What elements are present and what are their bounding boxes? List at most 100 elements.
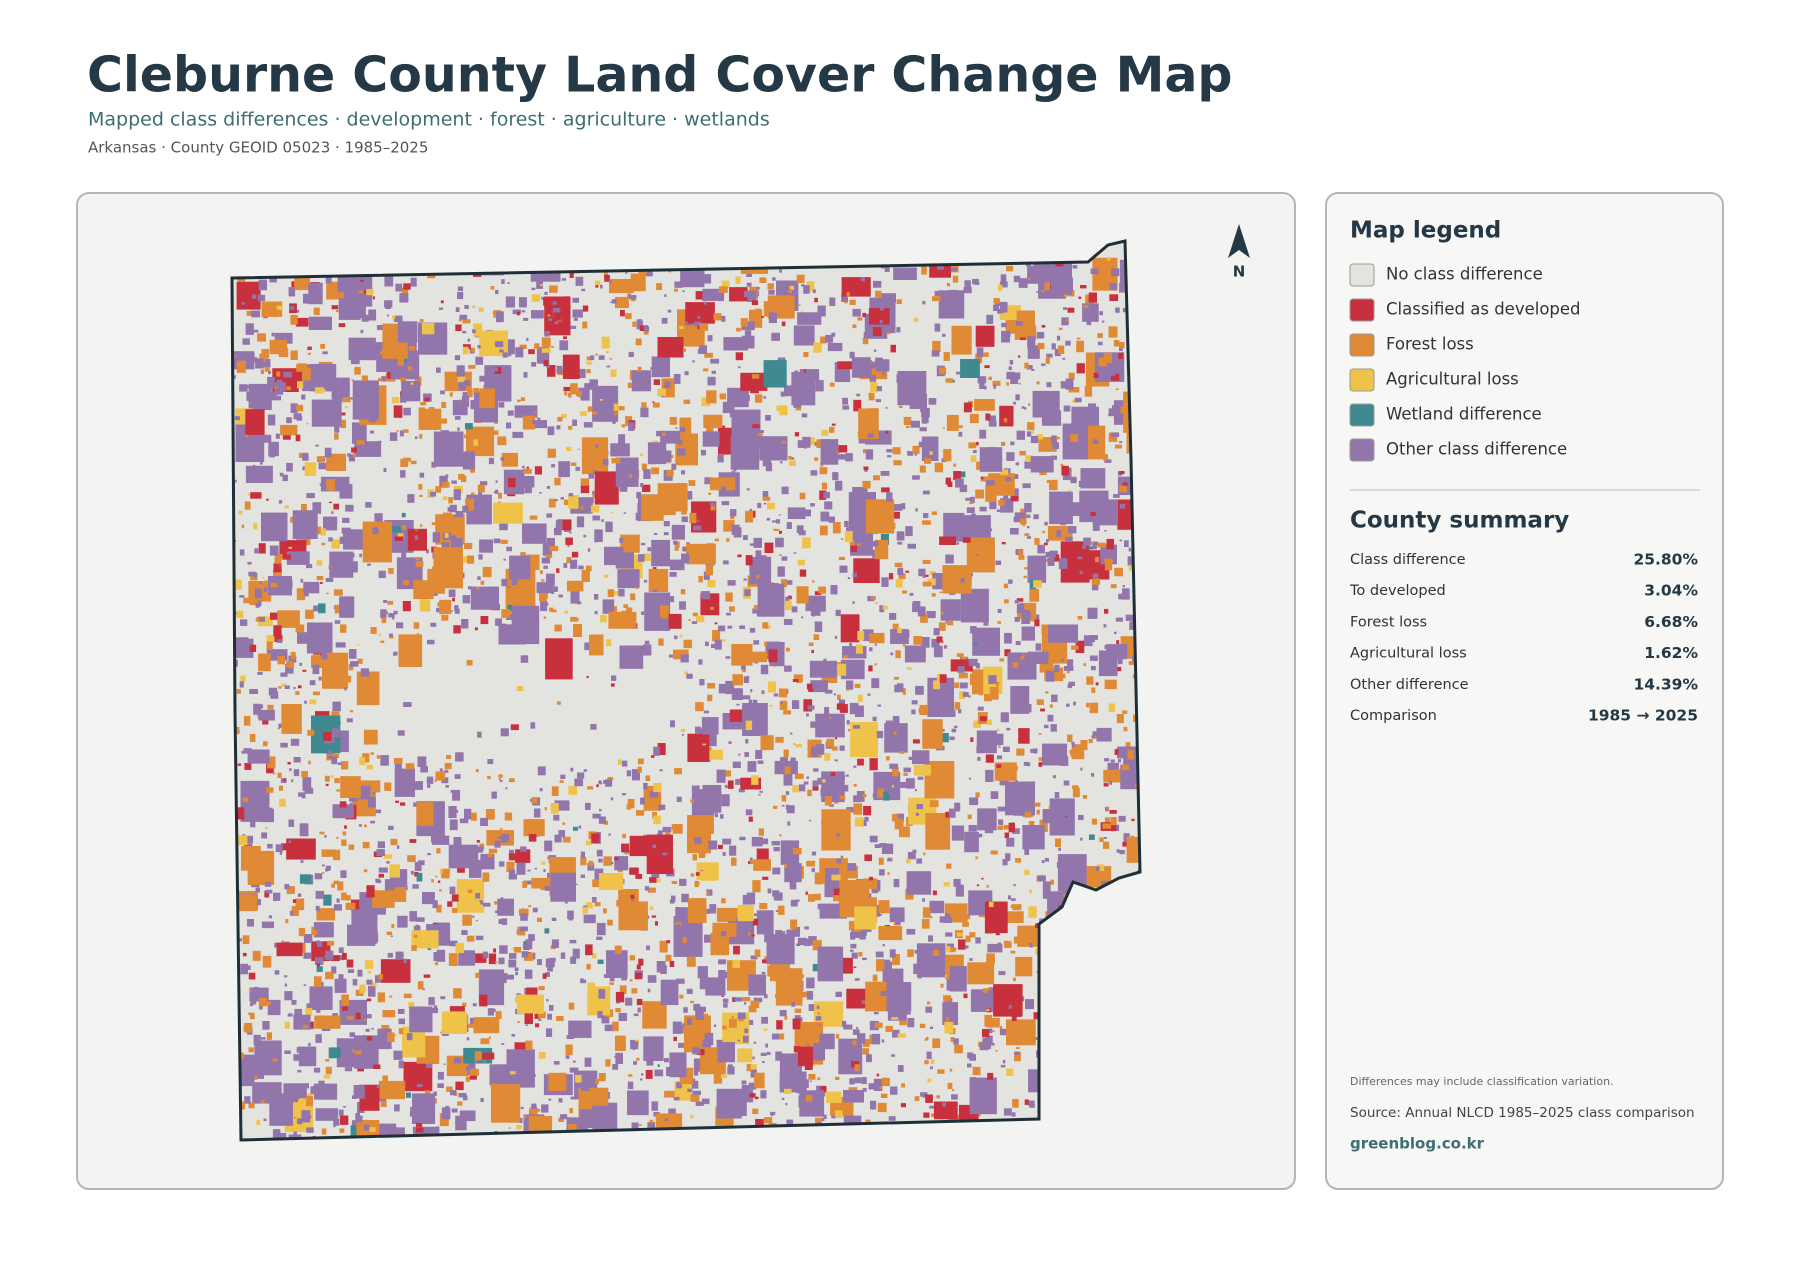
- change-patch: [895, 650, 901, 659]
- change-patch: [875, 951, 884, 958]
- change-patch: [705, 977, 726, 996]
- change-patch: [419, 599, 431, 612]
- change-patch: [1036, 291, 1039, 293]
- change-patch: [849, 299, 856, 305]
- change-patch: [863, 1039, 870, 1047]
- change-patch: [611, 675, 617, 681]
- change-patch: [374, 513, 383, 525]
- land-cover: [232, 241, 1140, 1140]
- change-patch: [562, 822, 566, 825]
- change-patch: [467, 555, 475, 564]
- change-patch: [564, 610, 568, 614]
- change-patch: [397, 915, 408, 928]
- change-patch: [366, 998, 372, 1002]
- change-patch: [543, 360, 549, 367]
- change-patch: [544, 291, 548, 295]
- change-patch: [951, 325, 972, 355]
- change-patch: [555, 520, 563, 530]
- change-patch: [506, 422, 512, 429]
- change-patch: [249, 1002, 254, 1007]
- change-patch: [580, 856, 587, 866]
- change-patch: [897, 541, 903, 545]
- change-patch: [331, 511, 334, 514]
- change-patch: [922, 907, 931, 918]
- change-patch: [878, 900, 890, 914]
- change-patch: [726, 612, 731, 616]
- change-patch: [575, 276, 584, 286]
- change-patch: [1005, 853, 1011, 861]
- change-patch: [394, 1034, 397, 1037]
- change-patch: [1054, 348, 1061, 357]
- change-patch: [1043, 652, 1049, 658]
- change-patch: [862, 629, 874, 642]
- change-patch: [560, 774, 566, 779]
- change-patch: [956, 371, 962, 375]
- change-patch: [691, 789, 715, 816]
- change-patch: [553, 814, 560, 821]
- change-patch: [840, 855, 844, 859]
- change-patch: [544, 840, 553, 852]
- change-patch: [876, 386, 882, 392]
- change-patch: [849, 949, 854, 952]
- change-patch: [288, 840, 292, 844]
- change-patch: [681, 470, 686, 475]
- change-patch: [668, 596, 675, 603]
- change-patch: [777, 905, 785, 915]
- change-patch: [731, 688, 743, 700]
- change-patch: [398, 1018, 405, 1025]
- change-patch: [978, 833, 983, 838]
- change-patch: [526, 987, 538, 998]
- change-patch: [350, 1125, 360, 1138]
- change-patch: [968, 777, 972, 780]
- change-patch: [759, 277, 767, 283]
- change-patch: [324, 447, 332, 458]
- change-patch: [721, 931, 727, 937]
- change-patch: [519, 908, 529, 916]
- change-patch: [250, 575, 258, 581]
- change-patch: [779, 642, 785, 648]
- change-patch: [691, 621, 697, 624]
- change-patch: [990, 791, 999, 799]
- change-patch: [588, 473, 594, 479]
- change-patch: [382, 1010, 396, 1018]
- change-patch: [641, 1073, 644, 1076]
- change-patch: [761, 1016, 768, 1024]
- change-patch: [902, 590, 908, 594]
- change-patch: [526, 337, 529, 341]
- change-patch: [259, 581, 262, 584]
- change-patch: [776, 519, 781, 524]
- change-patch: [895, 919, 901, 926]
- change-patch: [354, 292, 362, 302]
- change-patch: [279, 851, 283, 855]
- change-patch: [278, 723, 282, 728]
- change-patch: [954, 802, 961, 812]
- change-patch: [284, 884, 290, 890]
- change-patch: [376, 755, 381, 759]
- change-patch: [253, 1034, 261, 1046]
- change-patch: [252, 357, 258, 363]
- change-patch: [751, 300, 759, 306]
- change-patch: [842, 405, 849, 410]
- change-patch: [326, 592, 329, 595]
- change-patch: [266, 498, 269, 501]
- change-patch: [344, 1067, 353, 1072]
- change-patch: [459, 818, 469, 824]
- change-patch: [331, 711, 340, 717]
- change-patch: [519, 344, 527, 349]
- change-patch: [722, 998, 729, 1003]
- change-patch: [339, 955, 344, 961]
- change-patch: [268, 915, 273, 919]
- change-patch: [508, 959, 517, 968]
- change-patch: [795, 744, 803, 748]
- change-patch: [823, 1114, 827, 1119]
- change-patch: [264, 580, 271, 587]
- change-patch: [638, 1124, 642, 1126]
- change-patch: [239, 595, 245, 598]
- change-patch: [917, 776, 924, 780]
- change-patch: [482, 951, 489, 959]
- change-patch: [776, 405, 782, 412]
- change-patch: [781, 579, 787, 587]
- change-patch: [1045, 551, 1056, 558]
- change-patch: [710, 358, 720, 364]
- change-patch: [833, 888, 843, 897]
